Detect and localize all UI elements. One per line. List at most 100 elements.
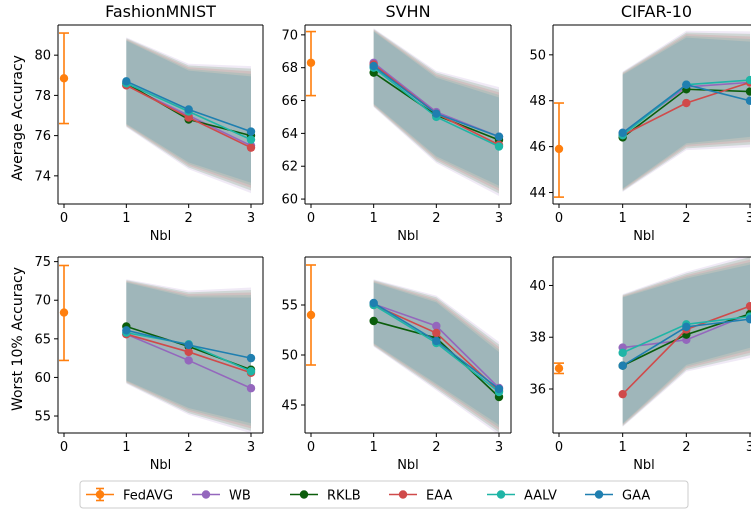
y-tick-label: 48 — [529, 94, 546, 109]
legend-item-EAA: EAA — [389, 489, 452, 504]
legend-marker — [594, 490, 604, 499]
x-tick-label: 1 — [122, 440, 130, 455]
point-AALV — [246, 135, 256, 144]
legend-box — [79, 480, 689, 509]
panel-title: SVHN — [385, 2, 430, 21]
fedavg-point — [554, 364, 564, 373]
band-RKLB — [622, 32, 750, 192]
legend-item-GAA: GAA — [585, 489, 650, 504]
panel-2: 44 46 48 50 0 1 2 3 Nbl CIFAR-10 — [529, 2, 751, 244]
row-ylabel-bottom: Worst 10% Accuracy — [10, 267, 26, 411]
panel-1: 60 62 64 66 68 70 0 1 2 3 Nbl SVHN — [281, 2, 512, 244]
point-GAA — [369, 61, 378, 71]
panels: 74 76 78 80 0 1 2 3 Nbl FashionMNIST 60 62 64 66 68 70 0… — [34, 2, 751, 473]
point-GAA — [432, 336, 441, 346]
y-tick-label: 55 — [281, 299, 298, 314]
legend-item-WB: WB — [192, 489, 251, 504]
y-tick-label: 70 — [281, 28, 298, 43]
x-tick-label: 1 — [619, 211, 627, 226]
x-tick-label: 1 — [370, 440, 378, 455]
point-GAA — [682, 322, 691, 332]
x-tick-label: 3 — [247, 211, 255, 226]
point-EAA — [184, 347, 193, 357]
legend-label: EAA — [426, 489, 452, 504]
y-tick-label: 36 — [529, 383, 546, 398]
x-tick-label: 0 — [555, 211, 563, 226]
point-GAA — [494, 384, 504, 394]
legend-label: AALV — [524, 489, 557, 504]
point-GAA — [618, 128, 627, 138]
x-tick-label: 2 — [185, 440, 193, 455]
x-tick-label: 3 — [746, 211, 751, 226]
y-tick-label: 80 — [34, 49, 51, 64]
x-axis-label: Nbl — [633, 458, 655, 473]
y-tick-label: 46 — [529, 140, 546, 155]
fedavg-point — [554, 144, 564, 154]
band-WB — [373, 279, 499, 433]
y-tick-label: 40 — [529, 279, 546, 294]
point-GAA — [246, 127, 256, 136]
legend: FedAVG WB RKLB EAA AALV GAA — [79, 480, 689, 509]
point-AALV — [494, 142, 504, 151]
point-GAA — [246, 353, 256, 363]
legend-label: FedAVG — [123, 489, 173, 504]
row-ylabel-top: Average Accuracy — [10, 55, 26, 181]
point-GAA — [494, 132, 504, 141]
point-EAA — [618, 389, 627, 399]
legend-item-FedAVG: FedAVG — [86, 487, 173, 504]
band-GAA — [622, 37, 750, 189]
x-tick-label: 3 — [247, 440, 255, 455]
x-tick-label: 2 — [432, 440, 440, 455]
legend-item-RKLB: RKLB — [290, 489, 361, 504]
panel-title: CIFAR-10 — [621, 2, 692, 21]
y-tick-label: 60 — [281, 193, 298, 208]
y-tick-label: 60 — [34, 371, 51, 386]
y-tick-label: 50 — [281, 349, 298, 364]
legend-label: WB — [229, 489, 251, 504]
legend-marker — [299, 490, 309, 499]
point-GAA — [184, 105, 193, 114]
x-tick-label: 3 — [495, 211, 503, 226]
point-RKLB — [745, 87, 751, 96]
y-tick-label: 62 — [281, 160, 298, 175]
point-GAA — [745, 314, 751, 324]
y-tick-label: 65 — [34, 332, 51, 347]
point-EAA — [246, 143, 256, 152]
point-EAA — [745, 301, 751, 311]
legend-marker — [496, 490, 506, 499]
point-WB — [432, 321, 441, 331]
x-axis-label: Nbl — [633, 229, 655, 244]
y-tick-label: 38 — [529, 331, 546, 346]
panel-4: 45 50 55 0 1 2 3 Nbl — [281, 256, 512, 473]
fedavg-point — [59, 74, 69, 83]
fedavg-point — [306, 58, 316, 67]
point-AALV — [618, 348, 627, 357]
x-tick-label: 2 — [432, 211, 440, 226]
x-tick-label: 1 — [370, 211, 378, 226]
point-GAA — [184, 340, 193, 350]
x-tick-label: 0 — [60, 211, 68, 226]
x-tick-label: 3 — [495, 440, 503, 455]
x-tick-label: 1 — [619, 440, 627, 455]
point-AALV — [745, 75, 751, 85]
legend-marker — [201, 490, 211, 499]
point-WB — [184, 356, 193, 365]
fedavg-point — [59, 308, 69, 317]
legend-label: RKLB — [327, 489, 361, 504]
band-WB — [622, 30, 750, 192]
y-tick-label: 55 — [34, 410, 51, 425]
legend-marker — [398, 490, 408, 499]
y-tick-label: 45 — [281, 399, 298, 414]
x-tick-label: 0 — [555, 440, 563, 455]
y-tick-label: 70 — [34, 294, 51, 309]
legend-label: GAA — [622, 489, 650, 504]
y-tick-label: 50 — [529, 48, 546, 63]
panel-0: 74 76 78 80 0 1 2 3 Nbl FashionMNIST — [34, 2, 264, 244]
y-tick-label: 68 — [281, 61, 298, 76]
x-axis-label: Nbl — [397, 458, 419, 473]
point-GAA — [618, 361, 627, 370]
x-tick-label: 0 — [60, 440, 68, 455]
point-GAA — [369, 298, 378, 308]
band-GAA — [373, 282, 499, 425]
